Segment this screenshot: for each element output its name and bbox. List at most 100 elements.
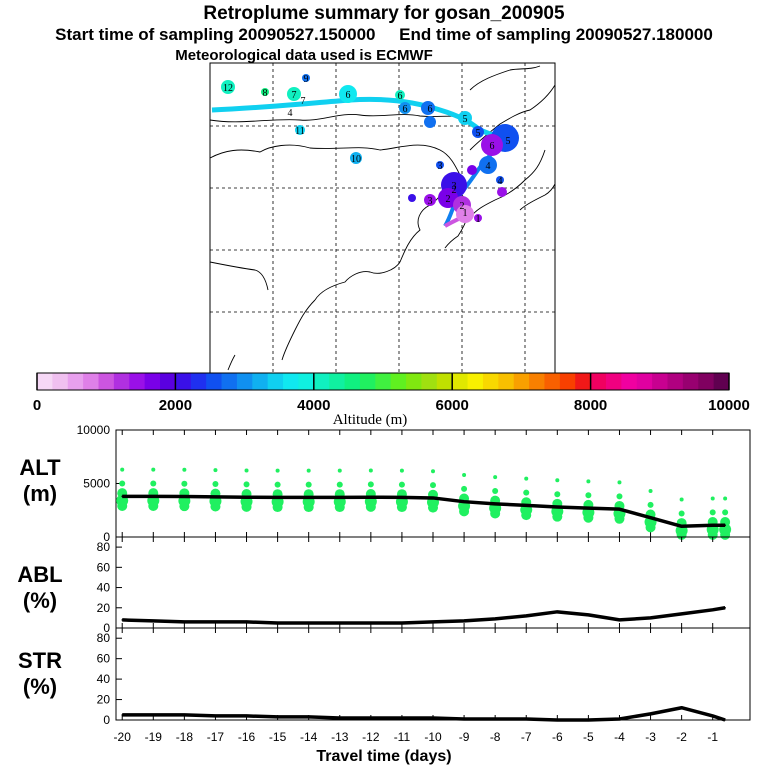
abl-ytick-label: 20 [97,601,111,615]
colorbar-swatch [498,373,515,390]
abl-data-point [587,614,590,616]
str-ytick-label: 20 [97,693,111,707]
alt-spread-dot [212,481,219,488]
alt-data-point [494,503,496,505]
colorbar-swatch [590,373,607,390]
colorbar-swatch [575,373,592,390]
alt-label-line1: ALT [19,455,61,480]
map-coastlines [209,65,556,371]
str-data-point [152,714,155,716]
alt-ytick-label: 0 [103,530,110,544]
str-data-point [724,719,726,721]
str-data-point [525,718,528,720]
abl-data-point [432,621,434,623]
alt-data-point [183,495,186,498]
str-data-point [245,715,248,717]
abl-data-point [463,620,465,622]
x-tick-label: -15 [269,730,287,744]
alt-data-point [432,497,434,499]
abl-data-point [711,609,714,611]
alt-spread-dot [337,468,342,473]
map-plume-label: 10 [351,154,361,165]
alt-spread-dot [431,469,435,474]
map-plume-label: 2 [460,201,465,212]
colorbar-swatch [406,373,422,390]
map-plume-label: 4 [486,161,491,172]
str-data-point [401,717,403,719]
plume-dots [221,74,519,223]
map-plume-label: 1 [476,214,481,225]
colorbar-swatch [206,373,223,390]
alt-label-line2: (m) [22,481,58,506]
x-tick-label: -12 [362,730,380,744]
x-tick-label: -10 [424,730,442,744]
map-plume-label: 1 [463,208,468,219]
abl-ytick-label: 60 [97,560,111,574]
x-tick-label: -1 [707,730,718,744]
map-plume-label: 7 [301,96,306,107]
alt-spread-dot [306,468,311,473]
colorbar-swatch [267,373,284,390]
abl-data-point [338,622,341,624]
abl-panel-frame [115,536,751,629]
colorbar-swatch [144,373,161,390]
map-plume-label: 5 [476,128,481,139]
x-tick-label: -17 [207,730,225,744]
abl-data-point [370,622,372,624]
sampling-times: Start time of sampling 20090527.150000 E… [55,25,713,44]
plume-dot [424,116,436,128]
x-tick-label: -11 [394,730,411,744]
abl-ytick-label: 0 [103,621,110,635]
alt-spread-dot [462,472,467,477]
colorbar-swatch [452,373,469,390]
alt-spread-dot [723,496,728,501]
x-tick-label: -19 [145,730,163,744]
plume-dot [458,111,472,125]
abl-data-point [649,617,652,619]
str-data-point [432,717,434,719]
alt-data-point [401,496,403,499]
colorbar-swatch [160,373,176,390]
abl-data-point [618,619,621,621]
str-series-line [122,705,726,722]
alt-data-point [724,524,726,527]
abl-data-point [556,611,559,613]
x-tick-label: -14 [300,730,318,744]
alt-data-point [649,516,652,519]
plume-dot [474,214,482,222]
colorbar-swatch [236,373,253,390]
map-plume-label: 7 [292,90,297,101]
str-data-point [121,714,124,716]
colorbar-swatch [359,373,376,390]
colorbar-swatch [467,373,484,390]
alt-spread-dot [182,467,187,472]
abl-label-line1: ABL [17,562,63,587]
colorbar-swatch [313,373,330,390]
colorbar-label: Altitude (m) [333,412,408,428]
abl-data-point [724,606,726,609]
colorbar-swatch [67,373,84,390]
alt-spread-dot [647,501,654,508]
abl-data-point [680,613,683,615]
colorbar-swatch [252,373,269,390]
map-plume-label: 6 [398,91,403,102]
map-plume-label: 6 [346,90,351,101]
map-plume-label: 5 [506,136,511,147]
plume-dot [438,188,458,208]
colorbar-swatch [52,373,69,390]
colorbar-tick-label: 6000 [436,397,469,414]
x-tick-label: -16 [238,730,256,744]
alt-panel-label: ALT (m) [0,455,80,507]
alt-spread-dot [709,509,716,516]
map-plume-label: 6 [490,141,495,152]
colorbar-swatch [329,373,346,390]
str-panel-frame [115,627,751,721]
alt-spread-dot [648,488,653,493]
str-data-point [649,713,652,715]
alt-data-point [152,495,155,498]
str-data-point [307,716,310,718]
plume-dot [497,187,507,197]
map-plume-label: 4 [288,108,293,119]
